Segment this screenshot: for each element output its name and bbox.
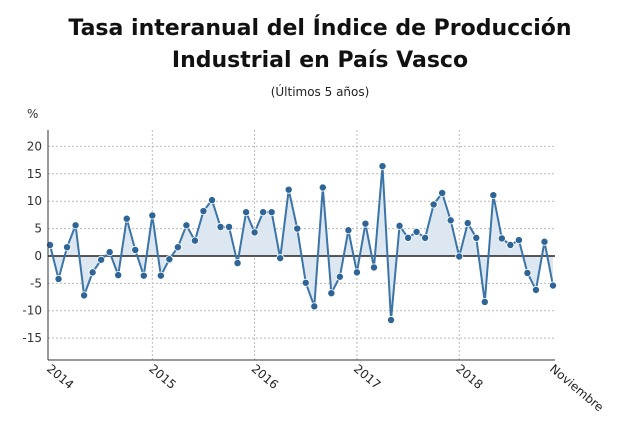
data-point bbox=[395, 221, 404, 230]
y-tick-label: -15 bbox=[22, 331, 42, 345]
data-point bbox=[114, 271, 123, 280]
x-tick-labels: 2014 2015 2016 2017 2018 Noviembre bbox=[44, 362, 606, 415]
data-point bbox=[378, 162, 387, 171]
data-point bbox=[54, 274, 63, 283]
x-tick-label: 2016 bbox=[249, 362, 281, 392]
data-point bbox=[190, 236, 199, 245]
data-point bbox=[105, 248, 114, 257]
data-point bbox=[71, 221, 80, 230]
data-point bbox=[242, 208, 251, 217]
data-point bbox=[276, 254, 285, 263]
data-point bbox=[429, 200, 438, 209]
x-tick-label: 2014 bbox=[44, 362, 76, 392]
data-point bbox=[404, 233, 413, 242]
y-tick-labels: 20 15 10 5 0 -5 -10 -15 bbox=[22, 139, 42, 345]
data-point bbox=[63, 243, 72, 252]
data-point bbox=[335, 272, 344, 281]
data-point bbox=[387, 316, 396, 325]
data-point bbox=[344, 226, 353, 235]
data-point bbox=[361, 219, 370, 228]
data-point bbox=[225, 222, 234, 231]
data-point bbox=[310, 302, 319, 311]
data-point bbox=[514, 236, 523, 245]
data-point bbox=[173, 243, 182, 252]
y-tick-label: 15 bbox=[27, 167, 42, 181]
y-gridlines bbox=[48, 145, 555, 339]
data-point bbox=[156, 271, 165, 280]
data-point bbox=[199, 207, 208, 216]
chart-subtitle: (Últimos 5 años) bbox=[270, 85, 370, 99]
data-point bbox=[446, 216, 455, 225]
data-point bbox=[463, 219, 472, 228]
data-point bbox=[284, 185, 293, 194]
y-tick-label: -5 bbox=[30, 276, 42, 290]
data-point bbox=[88, 268, 97, 277]
y-tick-label: -10 bbox=[22, 304, 42, 318]
data-point bbox=[318, 183, 327, 192]
data-point bbox=[182, 221, 191, 230]
chart-title-line2: Industrial en País Vasco bbox=[171, 48, 469, 73]
y-axis-unit-label: % bbox=[27, 107, 38, 121]
data-point bbox=[233, 259, 242, 268]
chart-title-line1: Tasa interanual del Índice de Producción bbox=[68, 16, 572, 41]
data-point bbox=[489, 191, 498, 200]
data-point bbox=[352, 268, 361, 277]
y-tick-label: 5 bbox=[34, 222, 42, 236]
axes bbox=[47, 130, 555, 361]
x-tick-label: Noviembre bbox=[547, 362, 606, 415]
area-fill bbox=[50, 166, 553, 321]
data-point bbox=[46, 240, 55, 249]
x-tick-label: 2017 bbox=[351, 362, 383, 392]
data-point bbox=[412, 227, 421, 236]
data-point bbox=[165, 255, 174, 264]
data-point bbox=[369, 263, 378, 272]
data-point bbox=[301, 278, 310, 287]
data-point bbox=[506, 240, 515, 249]
data-point bbox=[259, 208, 268, 217]
data-point bbox=[540, 237, 549, 246]
y-tick-label: 0 bbox=[34, 249, 42, 263]
data-point bbox=[421, 233, 430, 242]
y-tick-label: 10 bbox=[27, 194, 42, 208]
data-point bbox=[549, 281, 558, 290]
data-point bbox=[438, 188, 447, 197]
x-tick-label: 2015 bbox=[146, 362, 178, 392]
data-point bbox=[472, 233, 481, 242]
data-point bbox=[250, 228, 259, 237]
data-point bbox=[207, 196, 216, 205]
data-point bbox=[80, 291, 89, 300]
data-point bbox=[216, 222, 225, 231]
data-point bbox=[122, 214, 131, 223]
data-points bbox=[46, 162, 558, 325]
x-tick-label: 2018 bbox=[453, 362, 485, 392]
data-point bbox=[480, 297, 489, 306]
data-point bbox=[531, 285, 540, 294]
data-point bbox=[97, 255, 106, 264]
data-point bbox=[267, 208, 276, 217]
data-point bbox=[293, 224, 302, 233]
y-tick-label: 20 bbox=[27, 139, 42, 153]
data-point bbox=[523, 268, 532, 277]
data-point bbox=[131, 245, 140, 254]
data-point bbox=[455, 252, 464, 261]
data-point bbox=[497, 234, 506, 243]
data-point bbox=[139, 271, 148, 280]
data-point bbox=[148, 211, 157, 220]
data-point bbox=[327, 289, 336, 298]
